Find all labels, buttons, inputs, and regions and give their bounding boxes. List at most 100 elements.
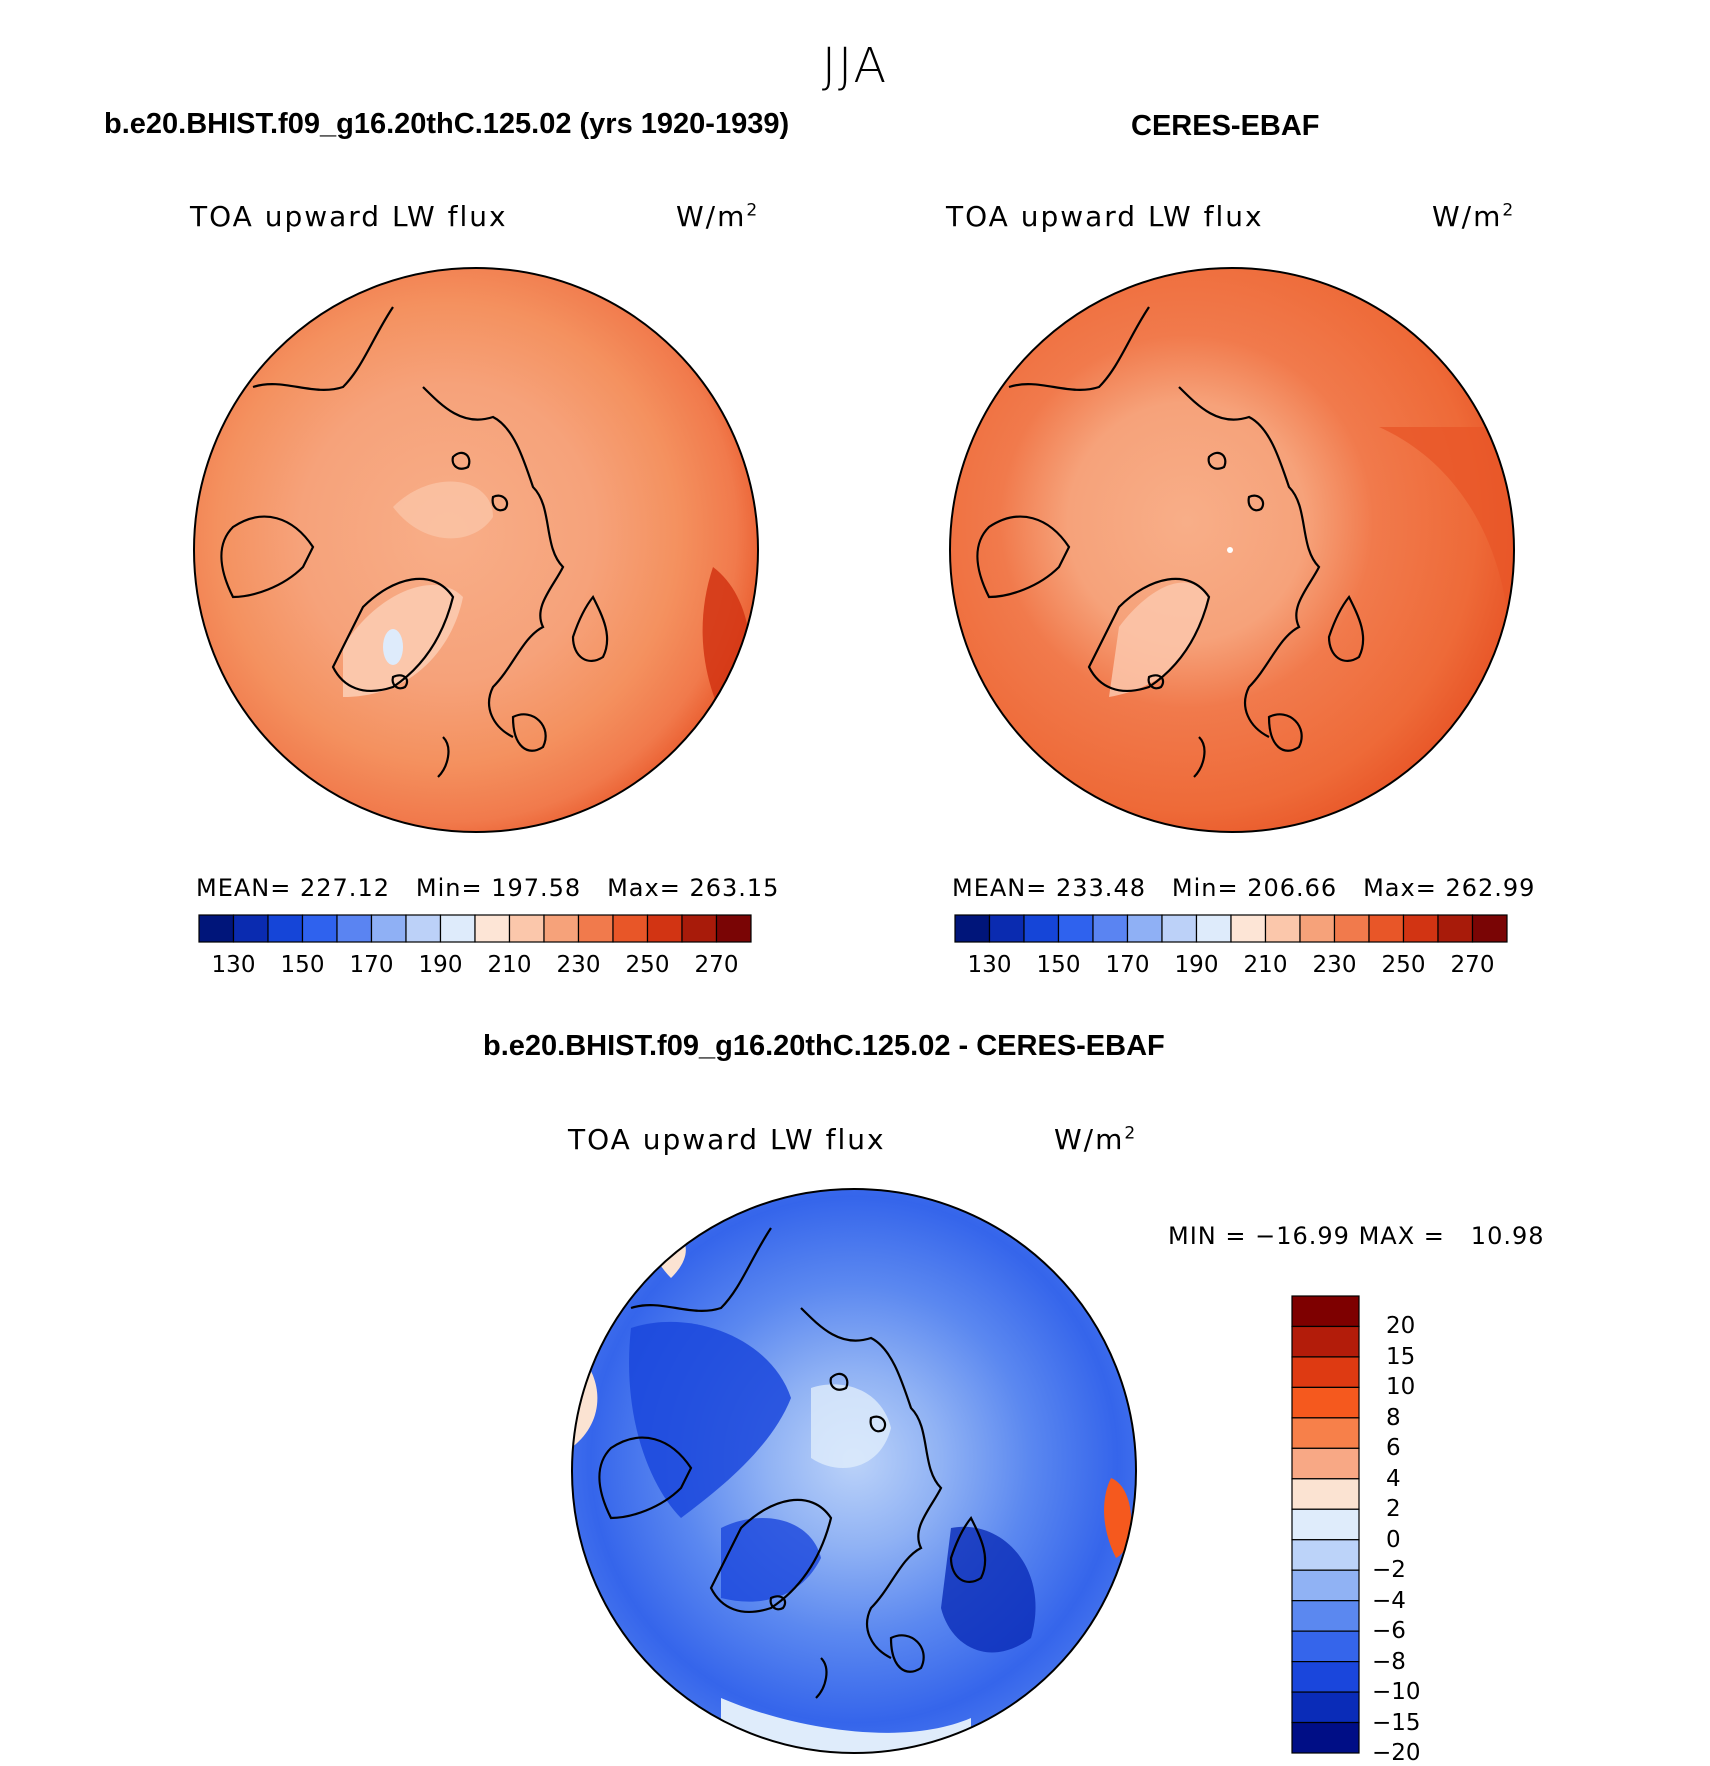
panel3-colorbar-tick-label: −8 (1372, 1648, 1406, 1675)
panel1-map-border (193, 267, 759, 833)
panel1-polar-map (193, 267, 759, 833)
panel3-map-border (571, 1188, 1137, 1754)
panel2-colorbar-tick-label: 250 (1381, 952, 1426, 978)
panel2-colorbar-tick-label: 270 (1450, 952, 1495, 978)
panel2-colorbar-swatch-12 (1368, 914, 1405, 943)
panel1-colorbar-tick-label: 250 (625, 952, 670, 978)
panel3-colorbar-swatch-13 (1291, 1691, 1360, 1724)
panel2-colorbar-swatch-2 (1023, 914, 1060, 943)
panel2-colorbar-tick-label: 210 (1243, 952, 1288, 978)
panel2-colorbar-swatch-3 (1057, 914, 1094, 943)
panel1-colorbar (198, 914, 752, 943)
panel1-colorbar-tick-label: 150 (280, 952, 325, 978)
panel2-colorbar-swatch-5 (1126, 914, 1163, 943)
panel3-colorbar-swatch-2 (1291, 1356, 1360, 1389)
panel1-colorbar-swatch-12 (612, 914, 649, 943)
panel3-pale-south (721, 1698, 971, 1753)
panel1-max: 263.15 (689, 874, 780, 902)
panel2-colorbar-swatch-15 (1471, 914, 1508, 943)
panel2-stats: MEAN= 233.48 Min= 206.66 Max= 262.99 (952, 874, 1536, 902)
panel2-colorbar-swatch-11 (1333, 914, 1370, 943)
panel2-colorbar (954, 914, 1508, 943)
panel2-colorbar-tick-label: 230 (1312, 952, 1357, 978)
panel2-title: CERES-EBAF (1131, 110, 1320, 142)
panel3-colorbar (1291, 1295, 1360, 1754)
panel1-colorbar-tick-label: 130 (211, 952, 256, 978)
panel3-colorbar-swatch-8 (1291, 1539, 1360, 1571)
panel3-colorbar-tick-label: 0 (1386, 1526, 1401, 1553)
panel3-colorbar-tick-label: 20 (1386, 1313, 1416, 1340)
panel1-colorbar-swatch-5 (370, 914, 407, 943)
panel1-colorbar-swatch-0 (198, 914, 235, 943)
panel3-max: 10.98 (1470, 1222, 1545, 1250)
panel2-greenland-region (1109, 582, 1209, 697)
panel2-colorbar-ticks: 130 150 170 190 210 230 250 270 (955, 952, 1507, 982)
panel3-cold-region-2 (721, 1518, 821, 1602)
panel3-colorbar-tick-label: 10 (1386, 1374, 1416, 1401)
panel2-min: 206.66 (1247, 874, 1338, 902)
panel2-pole-dot (1227, 547, 1233, 553)
panel1-colorbar-tick-label: 270 (694, 952, 739, 978)
panel1-field (194, 268, 758, 832)
panel3-colorbar-tick-label: −15 (1372, 1709, 1421, 1736)
panel2-colorbar-swatch-1 (988, 914, 1025, 943)
panel1-colorbar-swatch-13 (646, 914, 683, 943)
season-title: JJA (821, 38, 889, 94)
panel1-colorbar-swatch-9 (508, 914, 545, 943)
panel2-variable: TOA upward LW flux (946, 200, 1264, 233)
panel1-coastlines (220, 306, 609, 778)
panel2-max: 262.99 (1445, 874, 1536, 902)
panel3-polar-map (571, 1188, 1137, 1754)
panel1-colorbar-tick-label: 210 (487, 952, 532, 978)
panel1-colorbar-swatch-7 (439, 914, 476, 943)
panel1-cool-region (393, 481, 493, 539)
panel3-coastlines (598, 1227, 987, 1699)
panel2-coastlines (976, 306, 1365, 778)
panel1-colorbar-tick-label: 190 (418, 952, 463, 978)
panel1-variable: TOA upward LW flux (190, 200, 508, 233)
panel2-colorbar-swatch-7 (1195, 914, 1232, 943)
panel1-colorbar-swatch-3 (301, 914, 338, 943)
panel3-colorbar-tick-label: −4 (1372, 1587, 1406, 1614)
panel3-stats: MIN = −16.99 MAX = 10.98 (1168, 1222, 1545, 1250)
panel1-greenland-min (383, 629, 403, 665)
panel2-colorbar-swatch-13 (1402, 914, 1439, 943)
panel2-colorbar-swatch-9 (1264, 914, 1301, 943)
panel3-colorbar-swatch-5 (1291, 1447, 1360, 1480)
panel3-colorbar-tick-label: −2 (1372, 1557, 1406, 1584)
panel3-colorbar-swatch-6 (1291, 1478, 1360, 1510)
panel1-colorbar-swatch-2 (267, 914, 304, 943)
panel1-units: W/m2 (676, 200, 760, 233)
panel3-title: b.e20.BHIST.f09_g16.20thC.125.02 - CERES… (483, 1030, 1165, 1062)
panel3-colorbar-swatch-10 (1291, 1600, 1360, 1632)
panel2-polar-map (949, 267, 1515, 833)
panel3-colorbar-swatch-12 (1291, 1661, 1360, 1693)
panel3-colorbar-tick-label: 8 (1386, 1404, 1401, 1431)
panel3-colorbar-tick-label: −10 (1372, 1679, 1421, 1706)
panel1-greenland-region (343, 585, 463, 697)
panel3-min: −16.99 (1255, 1222, 1350, 1250)
panel3-colorbar-tick-label: 6 (1386, 1435, 1401, 1462)
panel1-colorbar-tick-label: 230 (556, 952, 601, 978)
panel2-colorbar-swatch-8 (1230, 914, 1267, 943)
panel1-colorbar-swatch-6 (405, 914, 442, 943)
panel1-colorbar-swatch-1 (232, 914, 269, 943)
panel3-colorbar-tick-label: −20 (1372, 1740, 1421, 1766)
panel3-cold-region-3 (941, 1526, 1036, 1653)
panel3-units: W/m2 (1054, 1123, 1138, 1156)
panel3-pale-center (811, 1384, 891, 1468)
panel1-colorbar-ticks: 130 150 170 190 210 230 250 270 (199, 952, 751, 982)
panel2-colorbar-swatch-14 (1437, 914, 1474, 943)
panel3-colorbar-ticks: 20 15 10 8 6 4 2 0 −2 −4 −6 −8 −10 −15 −20 (1372, 1296, 1432, 1766)
panel3-warm-east (1104, 1478, 1132, 1558)
panel1-title: b.e20.BHIST.f09_g16.20thC.125.02 (yrs 19… (104, 108, 790, 140)
panel1-colorbar-swatch-15 (715, 914, 752, 943)
panel1-stats: MEAN= 227.12 Min= 197.58 Max= 263.15 (196, 874, 780, 902)
panel1-colorbar-swatch-11 (577, 914, 614, 943)
panel3-colorbar-swatch-11 (1291, 1630, 1360, 1663)
panel3-colorbar-tick-label: 15 (1386, 1343, 1416, 1370)
panel2-units: W/m2 (1432, 200, 1516, 233)
panel2-colorbar-tick-label: 190 (1174, 952, 1219, 978)
panel2-colorbar-swatch-6 (1161, 914, 1198, 943)
panel3-colorbar-tick-label: −6 (1372, 1618, 1406, 1645)
